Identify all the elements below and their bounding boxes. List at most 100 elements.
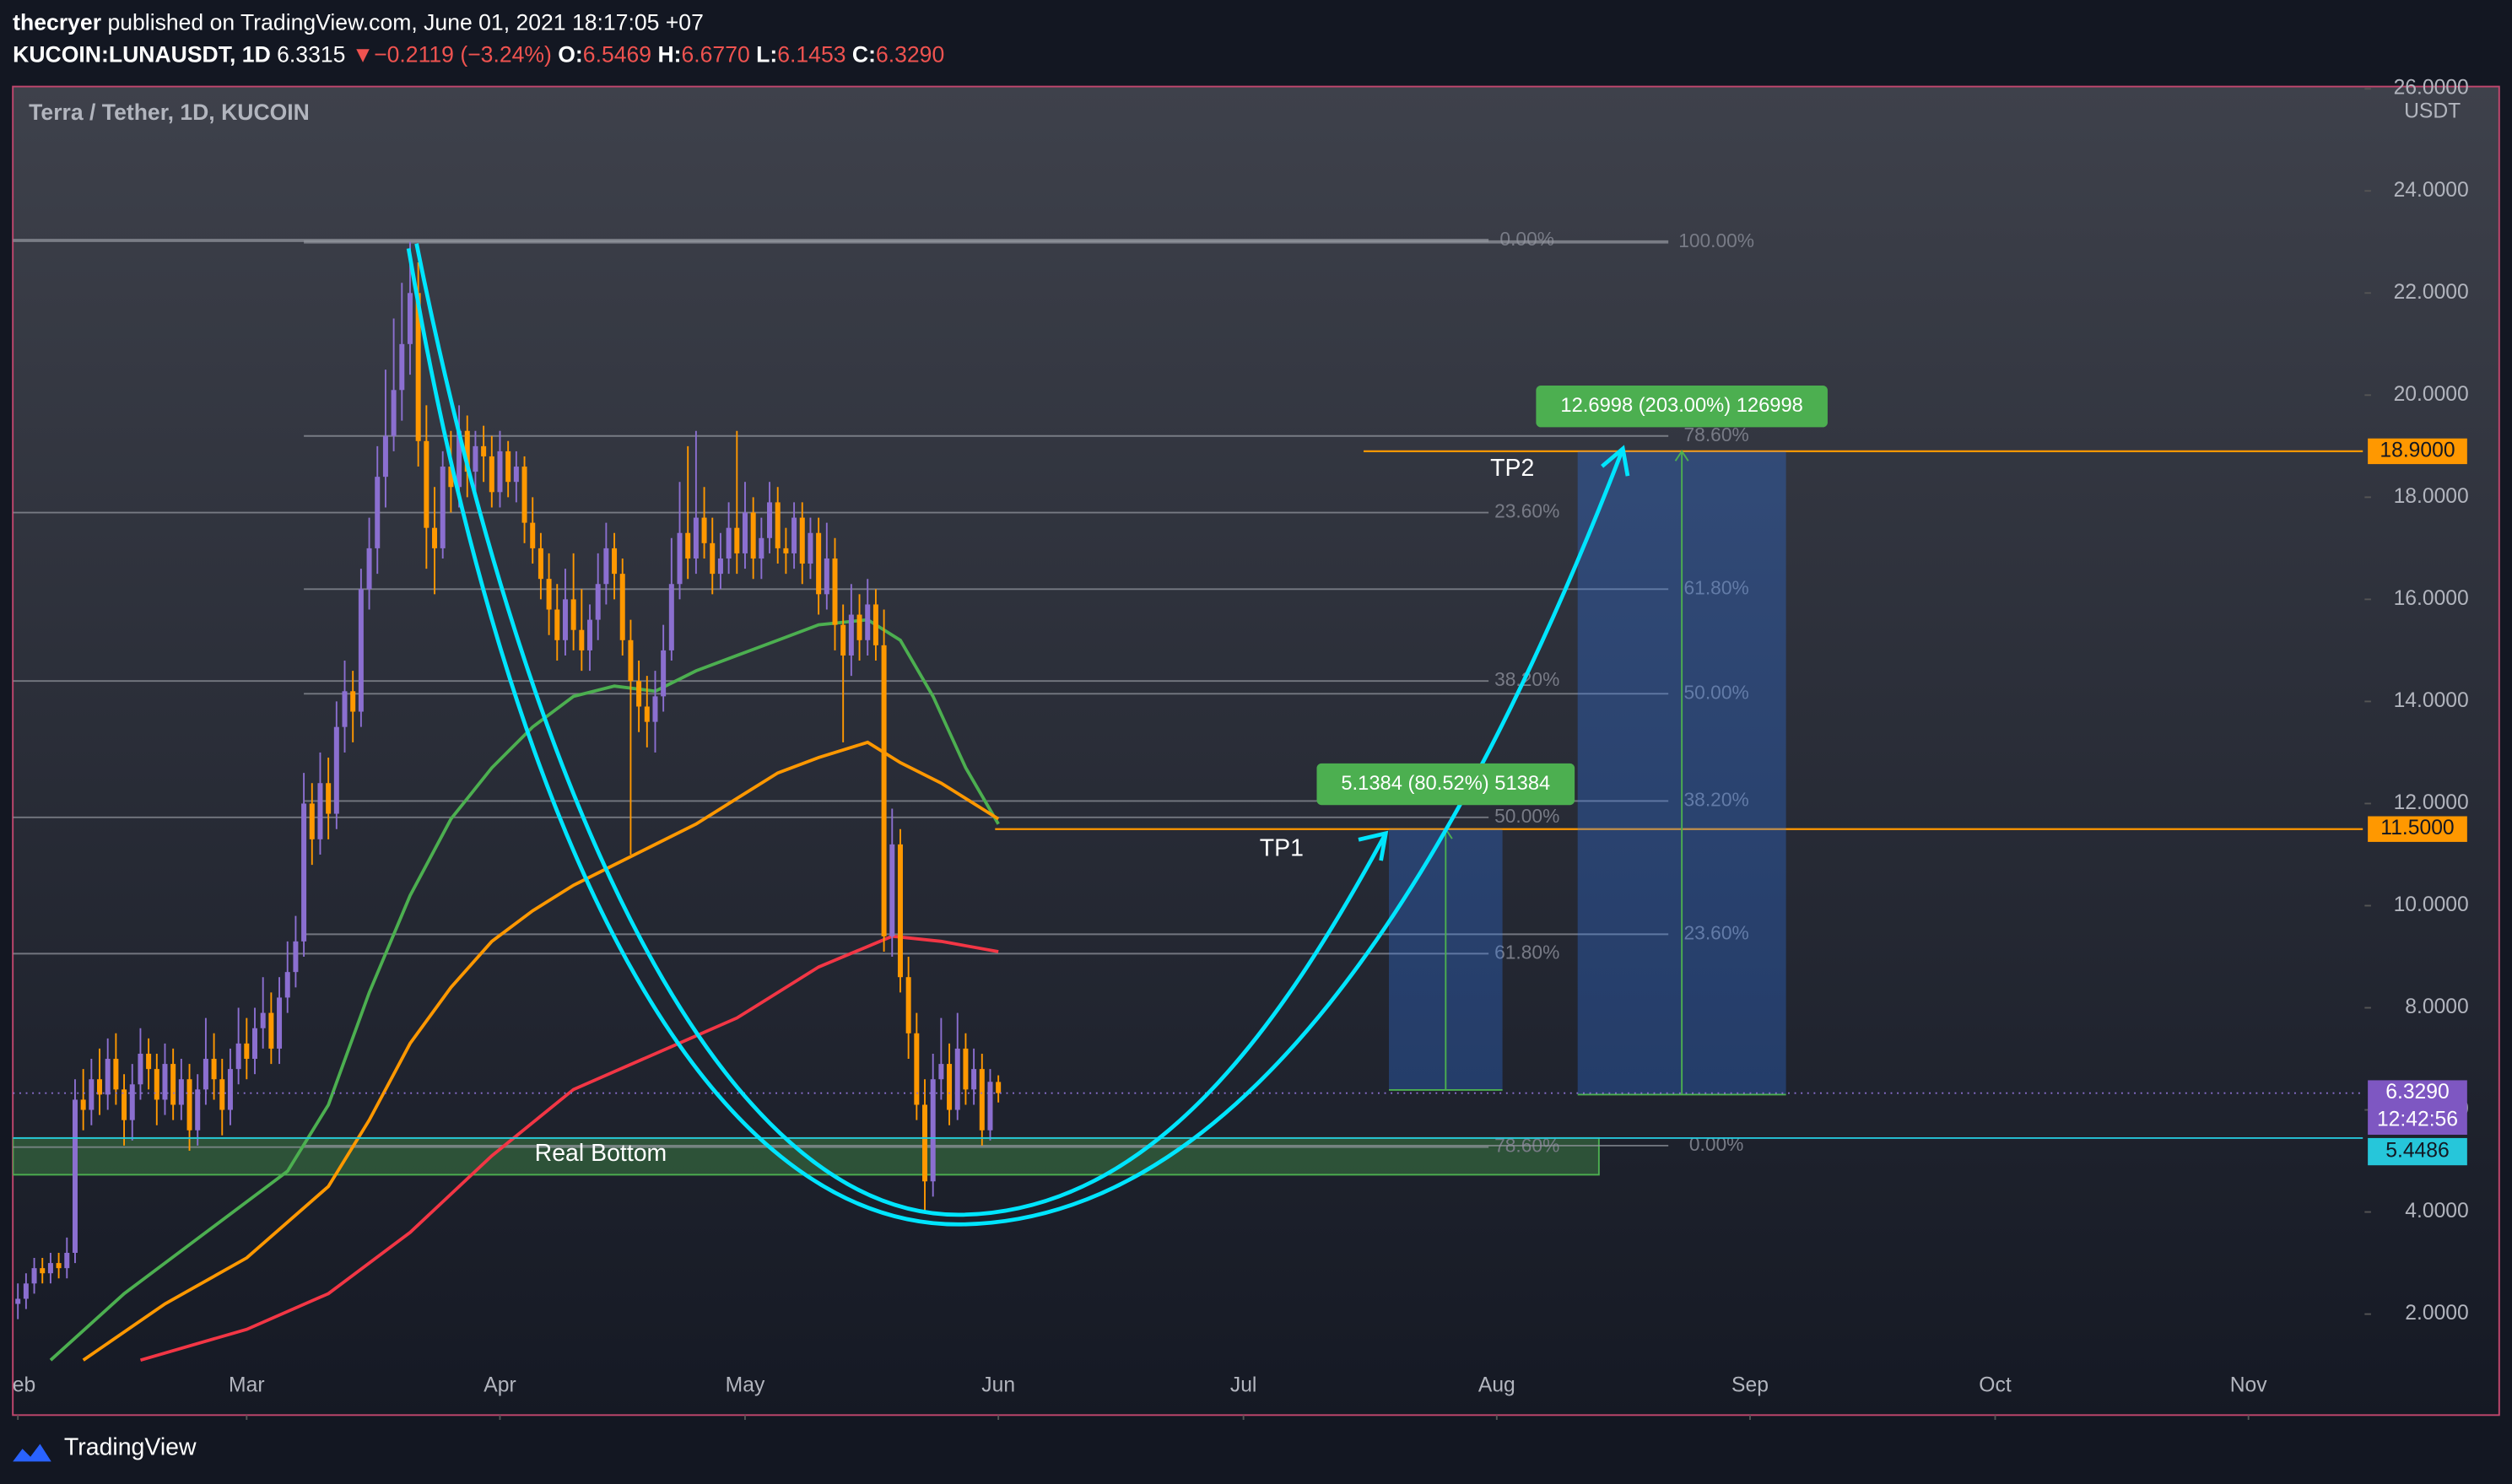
position-label: 5.1384 (80.52%) 51384 bbox=[1341, 773, 1550, 795]
arrow-head bbox=[1601, 445, 1630, 477]
candle-body bbox=[767, 502, 773, 538]
arrow: ▼ bbox=[352, 41, 374, 67]
last: 6.3315 bbox=[277, 41, 345, 67]
candle-body bbox=[947, 1064, 953, 1110]
candle-body bbox=[538, 548, 543, 580]
price-box bbox=[2368, 816, 2467, 842]
y-unit: USDT bbox=[2404, 100, 2461, 122]
candle-body bbox=[497, 451, 503, 493]
y-tick-label: 8.0000 bbox=[2405, 996, 2468, 1018]
candle-body bbox=[726, 527, 732, 559]
candle-body bbox=[619, 574, 625, 640]
y-tick-label: 16.0000 bbox=[2394, 587, 2469, 610]
candle-body bbox=[432, 527, 438, 548]
candle-body bbox=[251, 1028, 258, 1060]
candle-body bbox=[154, 1069, 159, 1100]
fib-label: 0.00% bbox=[1499, 228, 1554, 250]
x-tick-label: Jun bbox=[981, 1374, 1015, 1397]
candle-body bbox=[644, 706, 650, 722]
candle-body bbox=[717, 558, 723, 575]
candle-body bbox=[759, 537, 764, 559]
candle-body bbox=[628, 639, 634, 682]
candle-body bbox=[562, 599, 568, 640]
candle-body bbox=[284, 972, 290, 998]
candle-body bbox=[734, 527, 740, 553]
overlay: TP1 TP2 Real Bottom 5.1384 (80.52%) 51384… bbox=[406, 243, 1828, 1227]
candle-body bbox=[186, 1079, 192, 1131]
candle-body bbox=[375, 477, 381, 548]
position-label: 12.6998 (203.00%) 126998 bbox=[1560, 395, 1802, 417]
candle-body bbox=[203, 1059, 208, 1090]
candle-body bbox=[570, 599, 576, 630]
annotation: TP2 bbox=[1490, 455, 1534, 482]
candle-body bbox=[326, 783, 332, 814]
candle-body bbox=[456, 430, 462, 488]
candle-body bbox=[832, 558, 838, 625]
candle-body bbox=[954, 1048, 960, 1110]
y-tick-label: 2.0000 bbox=[2405, 1302, 2468, 1325]
candle-body bbox=[612, 548, 618, 575]
candle-body bbox=[922, 1104, 928, 1182]
candle-body bbox=[881, 645, 887, 936]
candle-body bbox=[554, 609, 560, 640]
candle-body bbox=[317, 783, 323, 839]
chart-title: Terra / Tether, 1D, KUCOIN bbox=[29, 100, 310, 125]
publish-line: thecryer published on TradingView.com, J… bbox=[13, 10, 704, 35]
candle-body bbox=[170, 1064, 176, 1105]
x-tick-label: Oct bbox=[1979, 1374, 2012, 1397]
candle-body bbox=[382, 435, 388, 478]
high-label: H: bbox=[657, 41, 681, 67]
logo: TradingView bbox=[13, 1434, 197, 1462]
y-tick-label: 18.0000 bbox=[2394, 485, 2469, 508]
y-tick-label: 10.0000 bbox=[2394, 893, 2469, 916]
candle-body bbox=[89, 1079, 95, 1110]
marker-label: 5.4486 bbox=[2385, 1140, 2449, 1163]
open-value: 6.5469 bbox=[583, 41, 651, 67]
candle-body bbox=[914, 1033, 920, 1105]
candle-body bbox=[930, 1079, 936, 1182]
fib-label: 23.60% bbox=[1684, 921, 1749, 943]
footer: TradingView bbox=[64, 1434, 197, 1461]
candle-body bbox=[742, 512, 748, 553]
candle-body bbox=[342, 691, 348, 727]
candle-body bbox=[996, 1082, 1002, 1093]
y-tick-label: 4.0000 bbox=[2405, 1200, 2468, 1222]
candle-body bbox=[244, 1043, 250, 1060]
candle-body bbox=[415, 293, 421, 441]
x-tick-label: Aug bbox=[1478, 1374, 1515, 1397]
price-label: 18.9000 bbox=[2380, 439, 2455, 461]
countdown: 12:42:56 bbox=[2377, 1108, 2458, 1131]
candle-body bbox=[513, 467, 519, 483]
candle-body bbox=[235, 1043, 241, 1070]
candle-body bbox=[546, 579, 552, 610]
fib-label: 61.80% bbox=[1494, 941, 1559, 963]
candle-body bbox=[260, 1012, 266, 1028]
candle-body bbox=[399, 343, 405, 391]
candle-body bbox=[587, 619, 593, 650]
candle-body bbox=[219, 1079, 225, 1110]
candle-body bbox=[80, 1099, 86, 1110]
candle-body bbox=[897, 844, 903, 978]
candle-body bbox=[848, 614, 854, 656]
candle-body bbox=[40, 1268, 46, 1274]
y-tick-label: 12.0000 bbox=[2394, 791, 2469, 814]
candle-body bbox=[750, 512, 756, 559]
candle-body bbox=[816, 532, 822, 595]
fib-label: 0.00% bbox=[1689, 1133, 1744, 1155]
x-tick-label: eb bbox=[13, 1374, 35, 1397]
fib-label: 23.60% bbox=[1494, 500, 1559, 522]
candle-body bbox=[872, 604, 878, 645]
candle-body bbox=[195, 1089, 201, 1131]
candle-body bbox=[521, 467, 527, 523]
x-tick-label: Jul bbox=[1230, 1374, 1257, 1397]
candle-body bbox=[668, 584, 674, 650]
close-label: C: bbox=[852, 41, 876, 67]
candle-body bbox=[440, 467, 446, 548]
candle-body bbox=[277, 997, 283, 1049]
candle-body bbox=[783, 548, 789, 553]
candle-body bbox=[840, 624, 846, 656]
candle-body bbox=[473, 445, 478, 472]
candle-body bbox=[579, 629, 585, 650]
chart-frame bbox=[12, 85, 2500, 1417]
